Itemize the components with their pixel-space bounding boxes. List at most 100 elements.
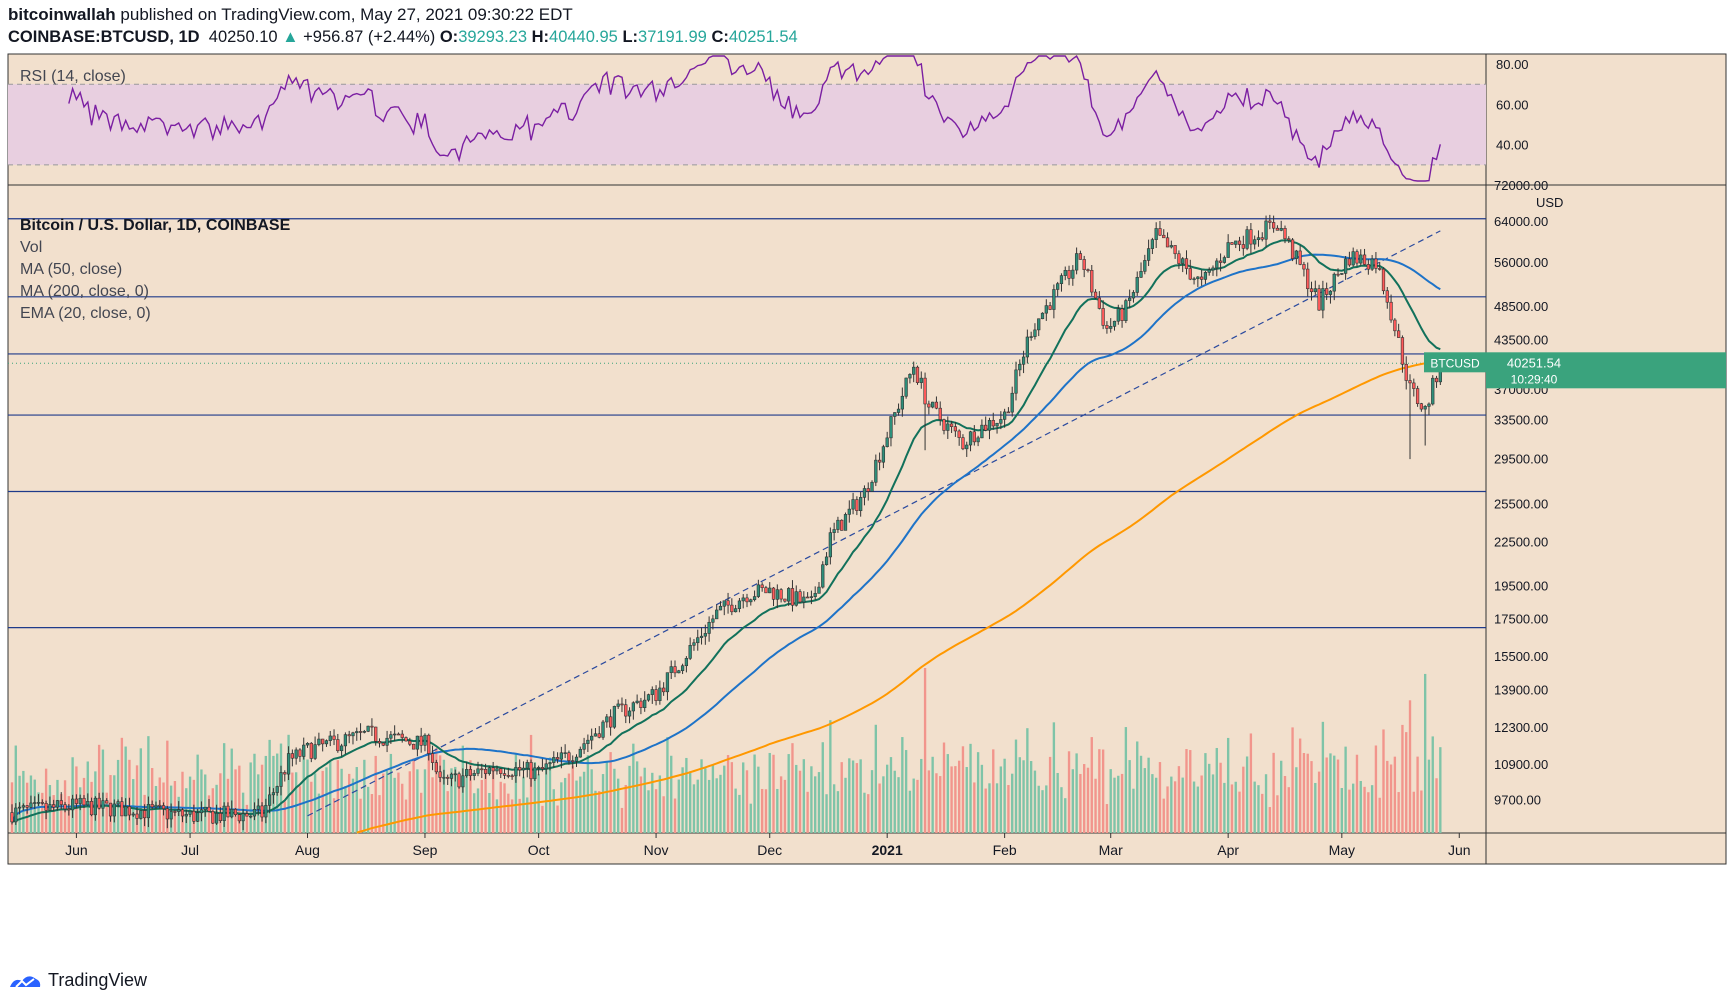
candle-down [74, 798, 79, 804]
legend-ma200[interactable]: MA (200, close, 0) [20, 283, 149, 300]
volume-bar [412, 758, 415, 833]
candle-down [1097, 297, 1101, 309]
candle-up [734, 608, 738, 613]
volume-bar [1007, 785, 1010, 833]
volume-bar [495, 799, 499, 833]
volume-bar [1223, 782, 1226, 833]
rsi-tick-label: 40.00 [1496, 138, 1529, 153]
candle-up [415, 735, 420, 750]
tradingview-logo-icon [10, 975, 41, 988]
candle-down [1218, 260, 1223, 263]
legend-title[interactable]: Bitcoin / U.S. Dollar, 1D, COINBASE [20, 217, 291, 234]
candle-down [290, 753, 294, 759]
price-tick-label: 33500.00 [1494, 413, 1548, 428]
legend-vol[interactable]: Vol [20, 239, 43, 256]
volume-bar [1257, 785, 1260, 833]
volume-bar [692, 784, 696, 833]
month-label: Aug [295, 842, 320, 858]
volume-bar [139, 748, 142, 833]
volume-bar [128, 759, 131, 833]
candle-down [211, 811, 215, 824]
candle-down [639, 700, 643, 708]
volume-bar [1158, 762, 1162, 833]
candle-down [624, 704, 628, 717]
candle-down [1434, 377, 1439, 383]
volume-bar [1196, 786, 1200, 833]
volume-bar [1344, 746, 1347, 833]
candle-up [965, 444, 969, 450]
volume-bar [942, 742, 946, 833]
candle-up [1124, 300, 1128, 321]
legend-ema20[interactable]: EMA (20, close, 0) [20, 305, 151, 322]
candle-down [927, 403, 931, 408]
candle-up [574, 756, 579, 762]
volume-bar [1211, 774, 1215, 833]
volume-bar [954, 766, 957, 833]
candle-up [1226, 242, 1230, 258]
candle-up [366, 725, 370, 732]
volume-bar [1412, 791, 1415, 833]
volume-bar [116, 759, 120, 833]
horizontal-levels[interactable] [8, 218, 1486, 817]
candle-up [252, 809, 257, 817]
candle-up [1154, 228, 1158, 240]
volume-bar [1151, 774, 1154, 833]
candle-down [1408, 380, 1412, 384]
low-value: 37191.99 [638, 28, 707, 46]
candle-down [502, 773, 507, 776]
volume-bar [541, 805, 544, 833]
axes[interactable]: 72000.00 64000.00 56000.00 48500.00 43500.00… [65, 178, 1726, 858]
volume-bar [1018, 757, 1021, 833]
volume-bar [1245, 756, 1249, 833]
legend-ma50[interactable]: MA (50, close) [20, 261, 123, 278]
candle-up [1294, 250, 1298, 259]
candle-down [855, 499, 859, 511]
candle-up [525, 762, 529, 769]
volume-bar [920, 758, 923, 833]
candle-up [1264, 220, 1268, 240]
candle-up [665, 672, 670, 693]
symbol[interactable]: COINBASE:BTCUSD, 1D [8, 28, 200, 46]
rsi-legend[interactable]: RSI (14, close) [20, 68, 126, 85]
volume-bar [787, 754, 790, 833]
candles[interactable] [10, 214, 1442, 831]
volume-bar [181, 771, 184, 833]
candle-down [120, 801, 124, 817]
volume-bar [738, 794, 741, 833]
volume-bar [556, 805, 559, 833]
ma200-line [356, 358, 1441, 834]
brand-name[interactable]: TradingView [48, 970, 148, 990]
candle-up [1014, 369, 1018, 394]
volume-bar [120, 737, 124, 833]
candle-down [67, 808, 71, 811]
volume-bar [230, 748, 233, 833]
volume-bar [795, 764, 798, 833]
volume-bar [438, 755, 442, 833]
candle-down [1173, 245, 1177, 255]
volume-bar [1367, 792, 1370, 833]
candle-up [847, 508, 851, 515]
rsi-pane[interactable]: 80.00 60.00 40.00 [8, 54, 1529, 182]
volume-bar [1064, 798, 1067, 833]
volume-bar [635, 761, 639, 833]
candle-up [1181, 258, 1185, 264]
author[interactable]: bitcoinwallah [8, 5, 116, 24]
candle-down [798, 591, 802, 603]
volume-bar [1230, 784, 1234, 833]
candle-up [1359, 254, 1363, 264]
last-price: 40250.10 [208, 28, 278, 46]
candle-down [1385, 290, 1389, 303]
volume-bar [196, 754, 199, 833]
candle-up [461, 775, 465, 788]
volume-bar [1136, 741, 1139, 833]
candle-up [874, 459, 878, 483]
candle-up [393, 733, 397, 736]
volume-bar [1291, 727, 1294, 833]
candle-up [188, 810, 192, 815]
candle-up [1033, 329, 1037, 337]
candle-up [1279, 228, 1283, 231]
volume-bar [1067, 751, 1071, 833]
volume-bar [1147, 757, 1150, 833]
volume-bar [1295, 767, 1298, 833]
